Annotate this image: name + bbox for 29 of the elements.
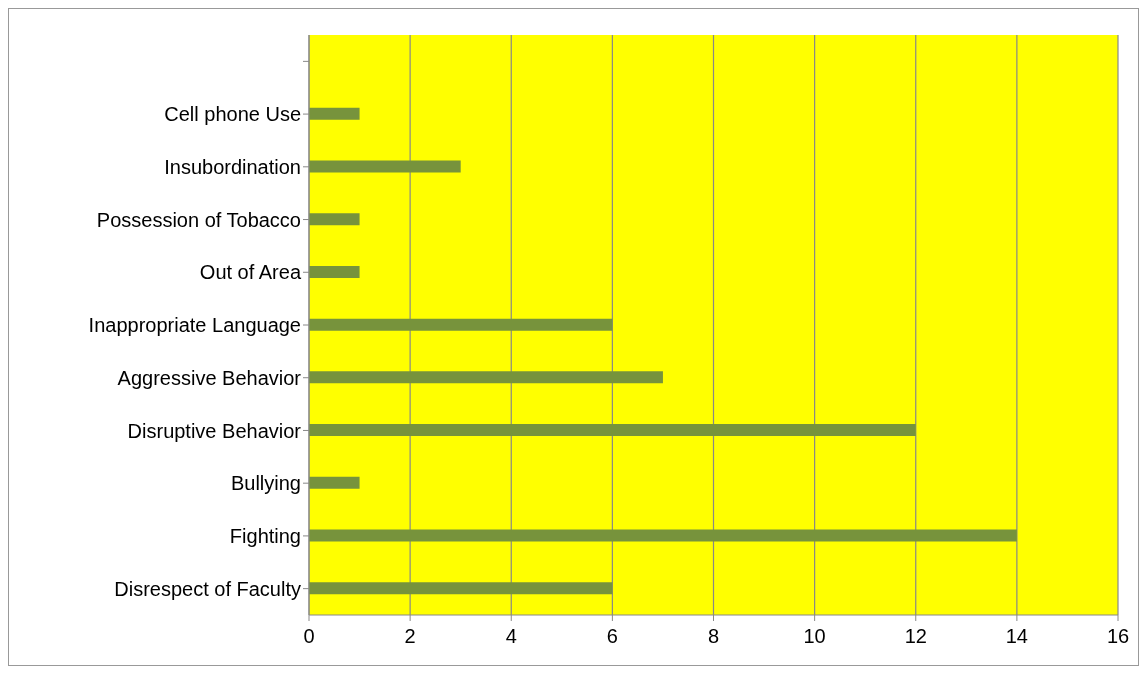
bar <box>309 318 613 331</box>
x-tick-label: 16 <box>1106 625 1130 648</box>
bar <box>309 371 663 384</box>
x-tick-label: 12 <box>904 625 927 648</box>
y-tick-label: Out of Area <box>199 261 302 284</box>
y-tick-label: Cell phone Use <box>164 103 301 126</box>
y-tick-label: Bullying <box>230 472 301 495</box>
y-tick-label: Possession of Tobacco <box>96 208 301 231</box>
bar <box>309 265 360 278</box>
y-tick-label: Disrespect of Faculty <box>114 577 301 600</box>
x-tick-label: 14 <box>1005 625 1028 648</box>
y-tick-label: Inappropriate Language <box>88 314 301 337</box>
bar <box>309 476 360 489</box>
bar <box>309 582 613 595</box>
x-tick-label: 8 <box>707 625 720 648</box>
x-tick-label: 4 <box>505 625 517 648</box>
y-tick-label: Aggressive Behavior <box>117 366 302 389</box>
y-tick-label: Disruptive Behavior <box>127 419 302 442</box>
bar <box>309 107 360 120</box>
y-tick-label: Insubordination <box>164 155 301 178</box>
x-tick-label: 0 <box>303 625 315 648</box>
bar <box>309 213 360 226</box>
bar <box>309 160 461 173</box>
bar <box>309 529 1017 542</box>
y-tick-label: Fighting <box>229 525 301 548</box>
bar <box>309 424 916 437</box>
x-tick-label: 2 <box>404 625 416 648</box>
x-tick-label: 10 <box>803 625 826 648</box>
x-tick-label: 6 <box>606 625 618 648</box>
